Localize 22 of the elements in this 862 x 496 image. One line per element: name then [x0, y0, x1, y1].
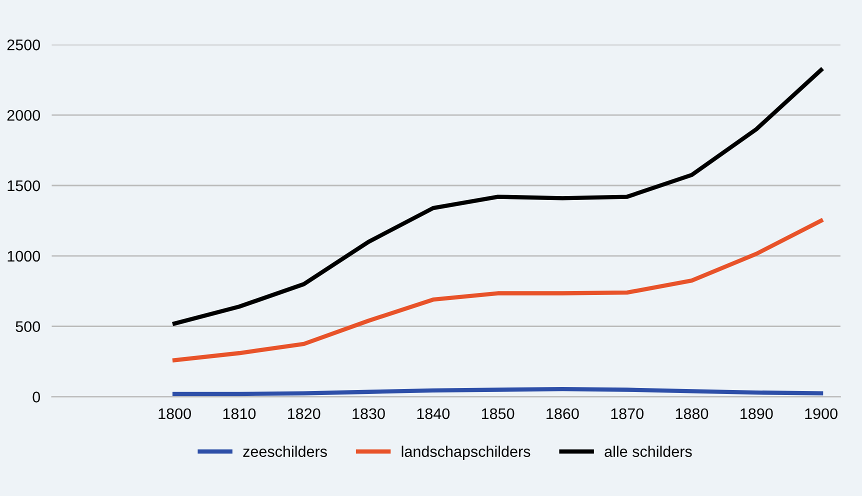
x-tick-label: 1890 [740, 408, 773, 420]
y-tick-label: 2000 [7, 110, 40, 121]
x-tick-label: 1830 [352, 408, 385, 420]
y-tick-label: 1000 [8, 250, 40, 262]
legend-label: alle schilders [604, 446, 692, 457]
x-tick-label: 1880 [676, 408, 708, 420]
line-series [172, 68, 824, 326]
y-tick-label: 0 [32, 392, 40, 402]
x-tick-label: 1860 [546, 408, 579, 420]
x-tick-label: 1840 [417, 408, 450, 420]
x-tick-label: 1870 [611, 408, 644, 420]
legend-label: landschapschilders [402, 446, 530, 460]
y-tick-label: 2500 [7, 40, 40, 50]
line-series [172, 218, 824, 362]
y-tick-label: 1500 [8, 180, 40, 192]
x-tick-label: 1820 [288, 408, 320, 420]
legend-label: zeeschilders [243, 446, 327, 457]
y-tick-label: 500 [16, 321, 40, 332]
x-tick-label: 1810 [223, 408, 256, 420]
x-tick-label: 1800 [158, 408, 191, 420]
x-tick-label: 1850 [482, 408, 514, 420]
x-tick-label: 1900 [805, 408, 838, 420]
